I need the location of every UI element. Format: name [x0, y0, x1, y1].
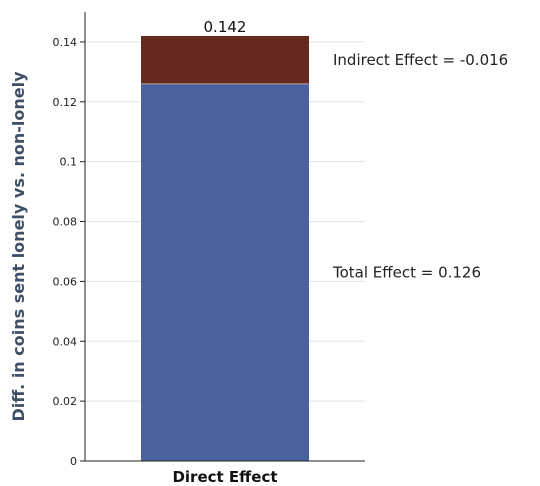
y-tick-label: 0.06	[53, 275, 78, 288]
y-tick-label: 0.04	[53, 335, 78, 348]
y-tick-label: 0	[70, 455, 77, 468]
y-tick-label: 0.14	[53, 36, 78, 49]
x-tick-labels: Direct Effect	[172, 468, 277, 486]
bar-segment-1[interactable]	[141, 35, 309, 84]
y-tick-label: 0.02	[53, 395, 78, 408]
y-tick-label: 0.08	[53, 216, 78, 229]
annotations: Indirect Effect = -0.016 Total Effect = 0…	[332, 51, 508, 282]
annotation: Total Effect = 0.126	[332, 263, 481, 281]
y-ticks: 0 0.02 0.04 0.06 0.08 0.1 0.12 0.14	[53, 36, 85, 468]
y-tick-label: 0.1	[60, 156, 78, 169]
y-tick-label: 0.12	[53, 96, 78, 109]
bar-segment-0[interactable]	[141, 83, 309, 461]
x-tick-label: Direct Effect	[172, 468, 277, 486]
y-axis-label: Diff. in coins sent lonely vs. non-lonel…	[9, 71, 28, 422]
annotation: Indirect Effect = -0.016	[333, 51, 508, 69]
bar-total-label: 0.142	[204, 18, 247, 36]
bars	[141, 35, 309, 461]
